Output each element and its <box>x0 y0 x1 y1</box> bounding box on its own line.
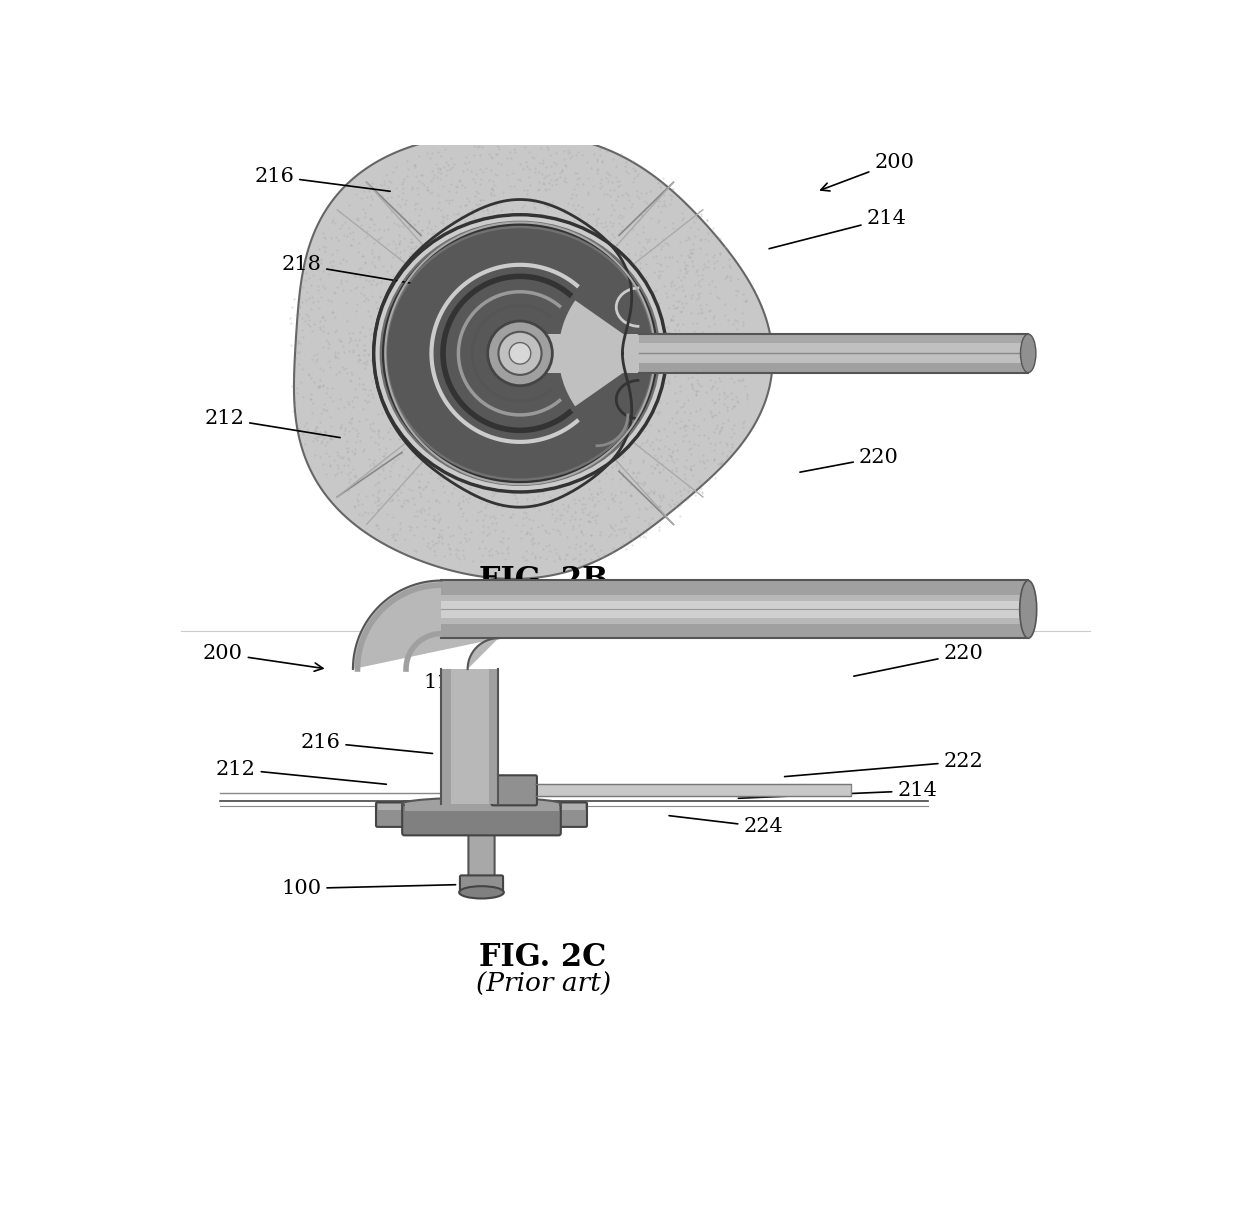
Bar <box>404 804 558 812</box>
Text: FIG. 2C: FIG. 2C <box>480 942 606 973</box>
Text: 212: 212 <box>205 410 340 438</box>
Bar <box>490 669 498 804</box>
Text: (Prior art): (Prior art) <box>475 972 610 997</box>
FancyBboxPatch shape <box>469 802 495 894</box>
FancyBboxPatch shape <box>402 801 560 835</box>
Text: 214: 214 <box>769 210 906 248</box>
Bar <box>536 784 851 796</box>
Polygon shape <box>294 132 773 579</box>
Bar <box>441 669 500 804</box>
Text: 110: 110 <box>423 673 463 705</box>
Circle shape <box>498 332 542 375</box>
Bar <box>441 601 1028 618</box>
Text: 200: 200 <box>821 153 914 191</box>
Text: FIG. 2B: FIG. 2B <box>479 565 608 596</box>
Bar <box>441 669 450 804</box>
Bar <box>441 581 1028 595</box>
Wedge shape <box>558 301 651 406</box>
Bar <box>512 335 682 372</box>
Text: 100: 100 <box>281 879 455 898</box>
Ellipse shape <box>459 886 503 898</box>
Circle shape <box>487 321 552 385</box>
Ellipse shape <box>402 797 560 810</box>
Text: 220: 220 <box>800 447 899 473</box>
Text: 224: 224 <box>670 816 782 836</box>
Polygon shape <box>353 581 498 669</box>
Bar <box>640 364 1028 372</box>
Text: 216: 216 <box>254 167 391 191</box>
Text: 220: 220 <box>854 644 983 676</box>
Bar <box>640 335 1028 372</box>
Text: 212: 212 <box>216 760 387 784</box>
Bar <box>377 804 585 810</box>
Text: (Prior art): (Prior art) <box>475 595 610 621</box>
Bar <box>441 581 1028 639</box>
FancyBboxPatch shape <box>460 875 503 894</box>
Ellipse shape <box>1019 581 1037 639</box>
Text: 214: 214 <box>738 782 937 800</box>
Ellipse shape <box>387 228 652 479</box>
Ellipse shape <box>373 215 666 492</box>
FancyBboxPatch shape <box>376 802 587 827</box>
Bar <box>441 624 1028 639</box>
Text: 200: 200 <box>203 644 322 671</box>
Ellipse shape <box>1021 335 1035 372</box>
Circle shape <box>510 343 531 364</box>
FancyBboxPatch shape <box>491 776 537 805</box>
Bar <box>640 335 1028 343</box>
Text: 222: 222 <box>785 751 983 777</box>
Text: 218: 218 <box>281 256 413 284</box>
Text: 216: 216 <box>300 733 433 754</box>
